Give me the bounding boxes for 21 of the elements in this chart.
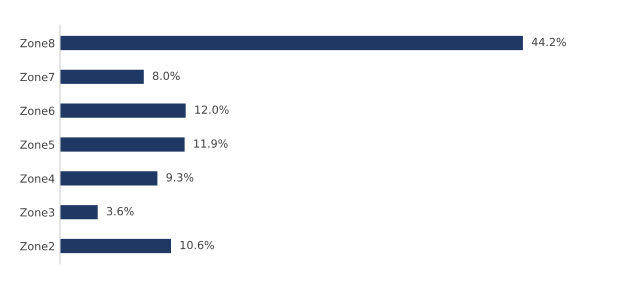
data-label: 9.3% xyxy=(166,173,194,182)
y-tick-label: Zone6 xyxy=(20,106,54,116)
y-tick-label: Zone3 xyxy=(20,208,54,217)
y-tick-label: Zone5 xyxy=(20,140,54,149)
bar xyxy=(60,238,172,254)
bar xyxy=(60,70,144,84)
data-label: 3.6% xyxy=(106,207,134,216)
data-label: 12.0% xyxy=(195,105,229,114)
bar xyxy=(60,104,186,118)
y-tick-label: Zone2 xyxy=(20,242,54,250)
data-label: 44.2% xyxy=(532,38,566,46)
data-label: 11.9% xyxy=(194,139,228,148)
y-tick-label: Zone7 xyxy=(20,72,54,82)
data-label: 8.0% xyxy=(152,72,180,80)
bar xyxy=(60,171,158,186)
bar xyxy=(60,137,185,152)
bar xyxy=(60,36,523,50)
data-label: 10.6% xyxy=(180,240,214,250)
bar xyxy=(60,205,98,220)
y-tick-label: Zone4 xyxy=(20,174,55,183)
y-tick-label: Zone8 xyxy=(20,38,54,48)
